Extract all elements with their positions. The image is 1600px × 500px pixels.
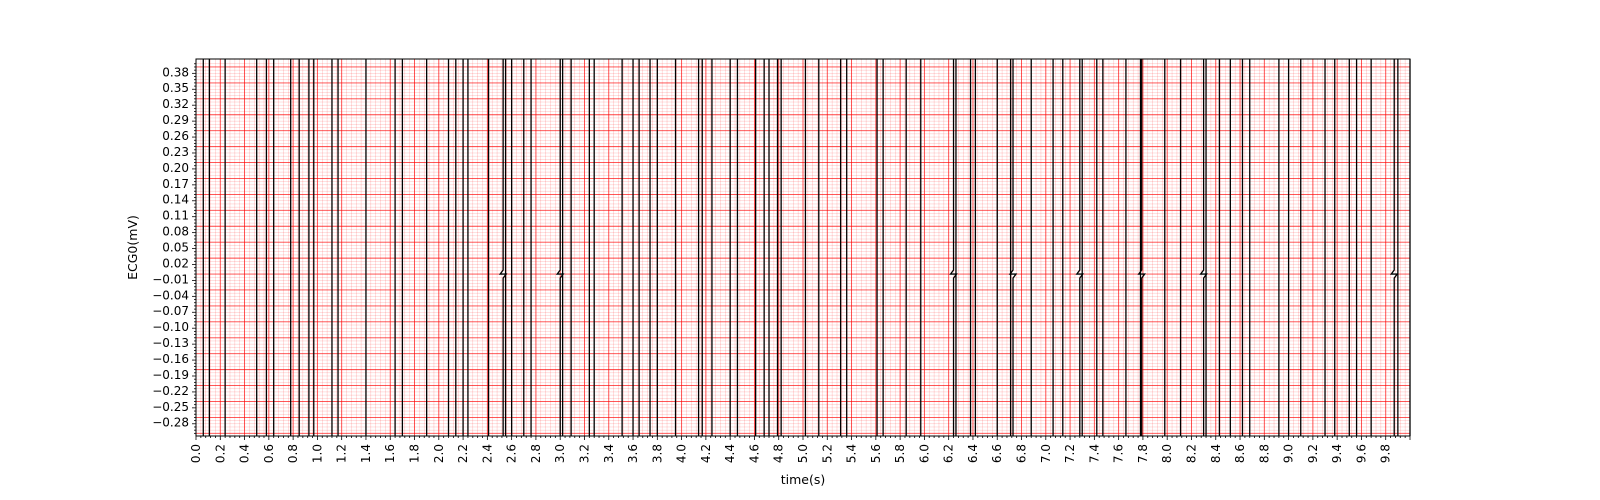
ecg-transition-notched xyxy=(555,59,565,436)
x-tick-label: 9.0 xyxy=(1282,444,1296,463)
x-tick-label: 0.4 xyxy=(238,444,252,463)
x-tick-label: 7.2 xyxy=(1063,444,1077,463)
ecg-transition-notched xyxy=(1137,59,1147,436)
x-tick-label: 2.8 xyxy=(529,444,543,463)
x-tick-label: 6.8 xyxy=(1015,444,1029,463)
x-tick-label: 0.2 xyxy=(213,444,227,463)
x-tick-label: 4.2 xyxy=(699,444,713,463)
major-grid xyxy=(195,59,1411,436)
y-tick-label: 0.08 xyxy=(162,225,189,239)
x-tick-label: 0.0 xyxy=(189,444,203,463)
x-tick-label: 8.4 xyxy=(1209,444,1223,463)
y-tick-label: 0.26 xyxy=(162,129,189,143)
x-tick-label: 5.8 xyxy=(893,444,907,463)
y-tick-label: −0.04 xyxy=(152,288,189,302)
ecg-transition-notched xyxy=(1008,59,1018,436)
x-tick-label: 0.6 xyxy=(262,444,276,463)
x-axis-ticks: 0.0 0.2 0.4 0.6 0.8 1.0 1.2 1.4 1.6 1.8 2.0 2.2 2.4 2… xyxy=(189,436,1411,463)
x-tick-label: 6.6 xyxy=(990,444,1004,463)
y-tick-label: 0.14 xyxy=(162,193,189,207)
x-tick-label: 3.0 xyxy=(553,444,567,463)
x-tick-label: 1.6 xyxy=(383,444,397,463)
ecg-transition-notched xyxy=(498,59,508,436)
x-tick-label: 8.8 xyxy=(1257,444,1271,463)
y-tick-label: 0.32 xyxy=(162,97,189,111)
ecg-transition-notched xyxy=(1075,59,1085,436)
x-tick-label: 0.8 xyxy=(286,444,300,463)
x-tick-label: 3.8 xyxy=(650,444,664,463)
x-tick-label: 9.2 xyxy=(1306,444,1320,463)
x-axis-title: time(s) xyxy=(781,472,826,487)
ecg-signal xyxy=(202,59,1411,436)
x-tick-label: 5.4 xyxy=(845,444,859,463)
y-tick-label: −0.10 xyxy=(152,320,189,334)
y-tick-label: 0.23 xyxy=(162,145,189,159)
y-tick-label: −0.28 xyxy=(152,416,189,430)
x-tick-label: 5.2 xyxy=(820,444,834,463)
y-tick-label: −0.16 xyxy=(152,352,189,366)
x-tick-label: 4.6 xyxy=(747,444,761,463)
y-axis-title: ECG0(mV) xyxy=(125,215,140,280)
y-tick-label: 0.17 xyxy=(162,177,189,191)
y-axis-ticks: 0.38 0.35 0.32 0.29 0.26 0.23 0.20 0.17 0.14 0.11… xyxy=(152,63,196,434)
x-tick-label: 3.4 xyxy=(602,444,616,463)
x-tick-label: 8.2 xyxy=(1184,444,1198,463)
x-tick-label: 9.8 xyxy=(1379,444,1393,463)
x-tick-label: 8.6 xyxy=(1233,444,1247,463)
x-tick-label: 7.6 xyxy=(1112,444,1126,463)
ecg-transition-notched xyxy=(1199,59,1208,436)
x-tick-label: 5.6 xyxy=(869,444,883,463)
x-tick-label: 9.6 xyxy=(1354,444,1368,463)
x-tick-label: 2.2 xyxy=(456,444,470,463)
y-tick-label: 0.20 xyxy=(162,161,189,175)
x-tick-label: 5.0 xyxy=(796,444,810,463)
y-tick-label: 0.02 xyxy=(162,256,189,270)
y-tick-label: −0.25 xyxy=(152,400,189,414)
y-tick-label: −0.19 xyxy=(152,368,189,382)
x-tick-label: 1.0 xyxy=(310,444,324,463)
x-tick-label: 6.4 xyxy=(966,444,980,463)
y-tick-label: 0.29 xyxy=(162,113,189,127)
x-tick-label: 4.4 xyxy=(723,444,737,463)
y-tick-label: −0.13 xyxy=(152,336,189,350)
y-tick-label: 0.05 xyxy=(162,241,189,255)
x-tick-label: 6.2 xyxy=(942,444,956,463)
x-tick-label: 7.4 xyxy=(1087,444,1101,463)
y-tick-label: −0.01 xyxy=(152,272,189,286)
ecg-transition-notched xyxy=(949,59,958,436)
x-tick-label: 8.0 xyxy=(1160,444,1174,463)
ecg-transition-notched xyxy=(1389,59,1399,436)
y-tick-label: 0.35 xyxy=(162,81,189,95)
x-tick-label: 2.6 xyxy=(505,444,519,463)
x-tick-label: 6.0 xyxy=(917,444,931,463)
x-tick-label: 3.6 xyxy=(626,444,640,463)
x-tick-label: 4.0 xyxy=(675,444,689,463)
x-tick-label: 1.4 xyxy=(359,444,373,463)
x-tick-label: 2.0 xyxy=(432,444,446,463)
x-tick-label: 1.2 xyxy=(335,444,349,463)
x-tick-label: 2.4 xyxy=(480,444,494,463)
x-tick-label: 7.0 xyxy=(1039,444,1053,463)
x-tick-label: 1.8 xyxy=(408,444,422,463)
x-tick-label: 7.8 xyxy=(1136,444,1150,463)
x-tick-label: 9.4 xyxy=(1330,444,1344,463)
y-tick-label: −0.22 xyxy=(152,384,189,398)
x-tick-label: 3.2 xyxy=(577,444,591,463)
y-tick-label: 0.38 xyxy=(162,65,189,79)
y-tick-label: 0.11 xyxy=(162,209,189,223)
x-tick-label: 4.8 xyxy=(772,444,786,463)
y-tick-label: −0.07 xyxy=(152,304,189,318)
